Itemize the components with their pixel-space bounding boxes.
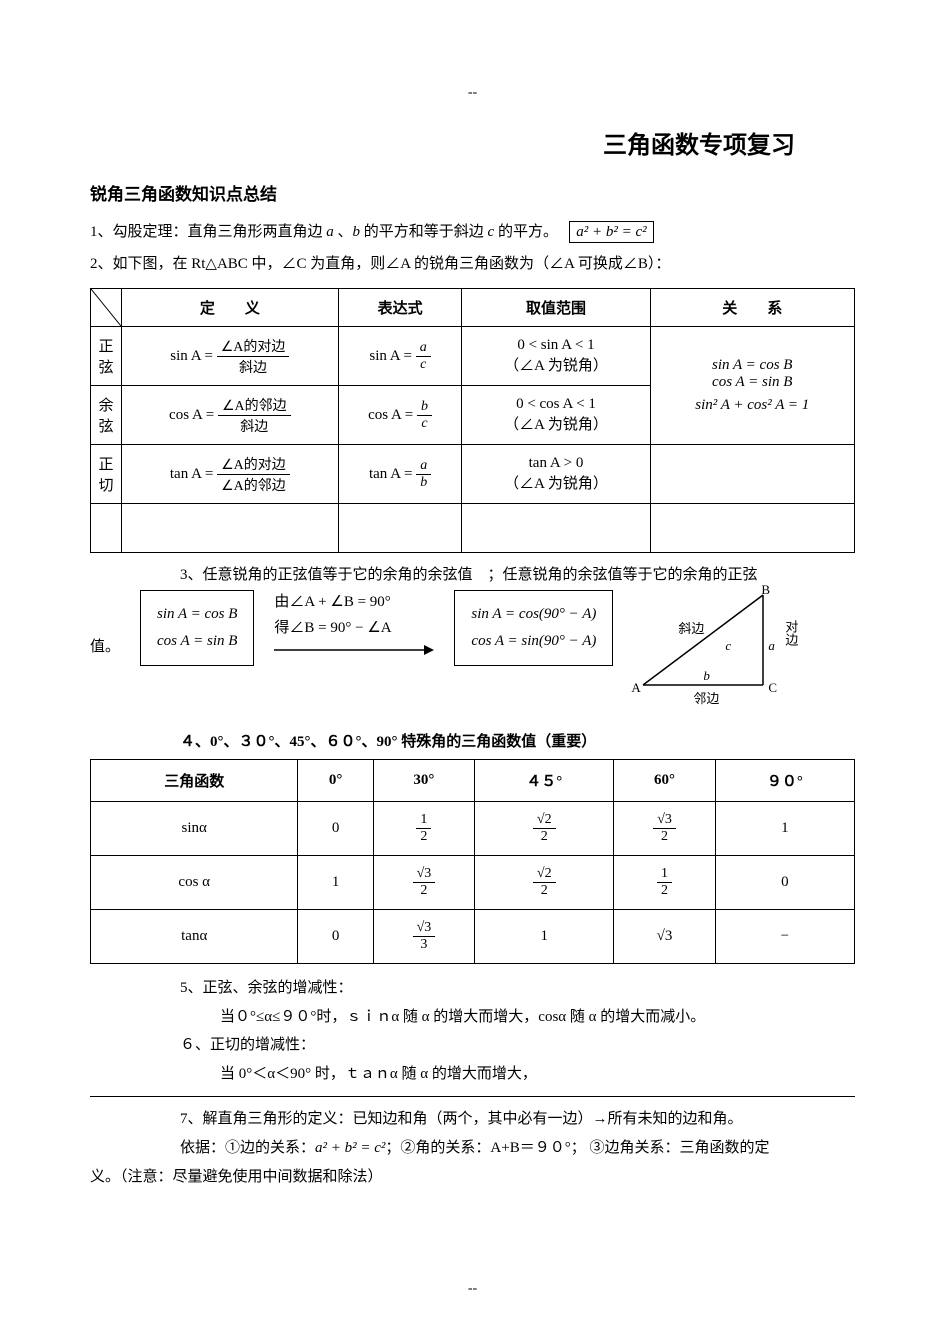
point-6a: ６、正切的增减性： <box>180 1031 855 1060</box>
rel-sincos: sin A = cos B cos A = sin B sin² A + cos… <box>650 327 855 445</box>
th-expr: 表达式 <box>338 289 462 327</box>
sp-a3: 60° <box>614 760 715 802</box>
arrow-derivation: 由∠A + ∠B = 90° 得∠B = 90° − ∠A <box>274 590 434 657</box>
sp-a2: ４５° <box>475 760 614 802</box>
point-1: 1、勾股定理：直角三角形两直角边 a 、b 的平方和等于斜边 c 的平方。 a²… <box>90 217 855 249</box>
special-angles-table: 三角函数 0° 30° ４５° 60° ９０° sinα 0 12 √22 √3… <box>90 759 855 964</box>
table-header-row: 定 义 表达式 取值范围 关 系 <box>91 289 855 327</box>
point-7b: 依据：①边的关系：a² + b² = c²；②角的关系：A+B＝９０°； ③边角… <box>180 1134 855 1163</box>
row-cos-name: 余弦 <box>91 386 122 445</box>
p3-tail: 值。 <box>90 635 120 656</box>
trig-def-table: 定 义 表达式 取值范围 关 系 正弦 sin A = ∠A的对边斜边 sin … <box>90 288 855 553</box>
sp-a4: ９０° <box>715 760 854 802</box>
sp-tan: tanα 0 √33 1 √3 − <box>91 910 855 964</box>
right-triangle-figure: B A C 斜边 c a 对边 b 邻边 <box>633 590 803 700</box>
point-2: 2、如下图，在 Rt△ABC 中，∠C 为直角，则∠A 的锐角三角函数为（∠A … <box>90 249 855 281</box>
sp-header: 三角函数 0° 30° ４５° 60° ９０° <box>91 760 855 802</box>
point-7a: 7、解直角三角形的定义：已知边和角（两个，其中必有一边）→所有未知的边和角。 <box>180 1105 855 1134</box>
box-right: sin A = cos(90° − A) cos A = sin(90° − A… <box>454 590 613 666</box>
row-tan: 正切 tan A = ∠A的对边∠A的邻边 tan A = ab tan A >… <box>91 445 855 504</box>
th-def: 定 义 <box>122 289 339 327</box>
row-tan-expr: tan A = ab <box>338 445 462 504</box>
top-dashes: -- <box>468 85 477 101</box>
point-6b: 当 0°＜α＜90° 时，ｔａｎα 随 α 的增大而增大， <box>220 1060 855 1089</box>
sp-a1: 30° <box>373 760 474 802</box>
arrow-icon <box>274 643 434 657</box>
th-rel: 关 系 <box>650 289 855 327</box>
row-tan-range: tan A > 0 （∠A 为锐角） <box>462 445 650 504</box>
row-cos-range: 0 < cos A < 1 （∠A 为锐角） <box>462 386 650 445</box>
separator <box>90 1096 855 1097</box>
point-5a: 5、正弦、余弦的增减性： <box>180 974 855 1003</box>
sp-sin: sinα 0 12 √22 √32 1 <box>91 802 855 856</box>
row-cos-expr: cos A = bc <box>338 386 462 445</box>
row-sin: 正弦 sin A = ∠A的对边斜边 sin A = ac 0 < sin A … <box>91 327 855 386</box>
sp-col0: 三角函数 <box>91 760 298 802</box>
p1-text: 1、勾股定理：直角三角形两直角边 a 、b 的平方和等于斜边 c 的平方。 <box>90 224 569 240</box>
row-tan-def: tan A = ∠A的对边∠A的邻边 <box>122 445 339 504</box>
row-sin-def: sin A = ∠A的对边斜边 <box>122 327 339 386</box>
row-sin-range: 0 < sin A < 1 （∠A 为锐角） <box>462 327 650 386</box>
row-cos-def: cos A = ∠A的邻边斜边 <box>122 386 339 445</box>
row-tan-name: 正切 <box>91 445 122 504</box>
pythagoras-box: a² + b² = c² <box>569 221 653 243</box>
th-range: 取值范围 <box>462 289 650 327</box>
bottom-dashes: -- <box>468 1281 477 1297</box>
subtitle: 锐角三角函数知识点总结 <box>90 180 855 205</box>
row-sin-name: 正弦 <box>91 327 122 386</box>
page-title: 三角函数专项复习 <box>90 125 795 160</box>
diag-cell <box>91 289 122 327</box>
rel-tan-empty <box>650 445 855 504</box>
sp-cos: cos α 1 √32 √22 12 0 <box>91 856 855 910</box>
point-3: 3、任意锐角的正弦值等于它的余角的余弦值 ；任意锐角的余弦值等于它的余角的正弦 <box>180 563 855 584</box>
box-left: sin A = cos B cos A = sin B <box>140 590 254 666</box>
point-5b: 当０°≤α≤９０°时，ｓｉｎα 随 α 的增大而增大，cosα 随 α 的增大而… <box>220 1003 855 1032</box>
point-7c: 义。（注意：尽量避免使用中间数据和除法） <box>90 1162 855 1194</box>
point-4-title: ４、0°、３０°、45°、６０°、90° 特殊角的三角函数值（重要） <box>180 730 855 751</box>
row-empty <box>91 504 855 553</box>
sp-a0: 0° <box>298 760 373 802</box>
row-sin-expr: sin A = ac <box>338 327 462 386</box>
